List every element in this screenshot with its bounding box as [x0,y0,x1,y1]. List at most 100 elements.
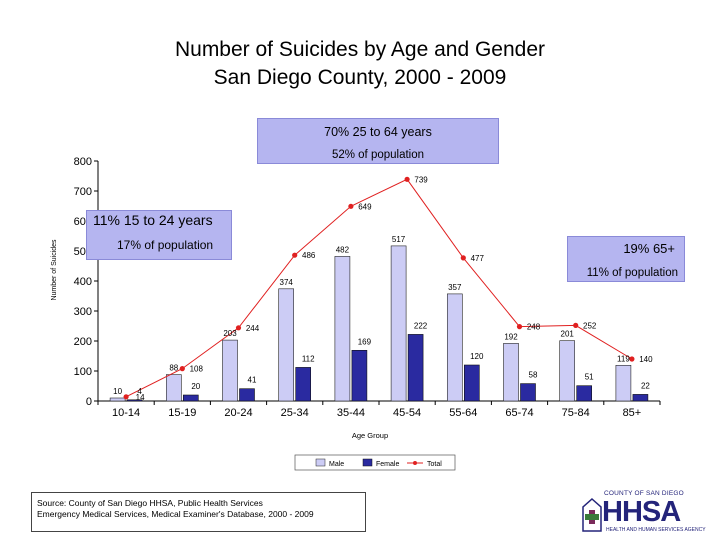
callout-25-64: 70% 25 to 64 years 52% of population [257,118,499,164]
male-value-label: 482 [336,245,350,254]
total-value-label: 477 [471,254,485,263]
female-bar [351,349,368,402]
female-bar [239,388,255,402]
female-value-label: 58 [529,371,538,380]
data-labels: 10 88 203 374 482 517 357 192 201 119 4 20 41 112 169 2… [113,175,653,401]
total-value-label: 108 [190,365,204,374]
male-bar [166,374,182,402]
male-bars [109,245,632,402]
female-bar [183,394,199,402]
legend-male-swatch [315,458,326,467]
chart-title-line1: Number of Suicides by Age and Gender [174,38,546,61]
total-point [179,366,185,372]
x-tick-label: 25-34 [281,407,309,419]
logo-subtitle: HEALTH AND HUMAN SERVICES AGENCY [606,527,706,533]
female-bars [126,334,649,402]
logo-agency: COUNTY OF SAN DIEGO [604,490,684,497]
hhsa-logo: COUNTY OF SAN DIEGO HHSA HEALTH AND HUMA… [580,490,710,534]
x-tick-label: 20-24 [224,407,252,419]
callout-65-plus-population: 11% of population [586,267,678,279]
chart-legend: Male Female Total [294,454,456,471]
total-value-label: 248 [527,323,541,332]
total-value-label: 140 [639,355,653,364]
male-bar [278,288,295,402]
total-point [348,203,354,209]
female-bar [463,364,480,402]
male-bar [222,339,238,402]
callout-15-24: 11% 15 to 24 years 17% of population [86,210,232,260]
total-point [123,394,129,400]
female-value-label: 222 [414,321,428,330]
y-tick-label: 100 [74,366,92,378]
chart-title-line2: San Diego County, 2000 - 2009 [213,66,507,89]
house-icon [582,498,602,532]
female-bar [295,367,312,402]
female-value-label: 4 [137,387,142,396]
total-value-label: 244 [246,324,260,333]
total-point [516,324,523,330]
male-value-label: 374 [280,278,294,287]
callout-15-24-population: 17% of population [117,238,214,252]
y-tick-label: 300 [74,306,92,318]
male-value-label: 119 [617,354,630,363]
y-axis-title: Number of Suicides [51,239,58,301]
total-series-line [125,178,633,398]
female-value-label: 22 [641,381,650,390]
female-bar [407,334,424,402]
female-value-label: 169 [358,337,372,346]
x-tick-label: 85+ [623,407,642,419]
total-point [629,356,635,362]
female-bar [632,394,649,402]
male-bar [503,343,519,402]
x-tick-label: 45-54 [393,407,421,419]
x-tick-label: 10-14 [112,407,140,419]
x-tick-label: 55-64 [449,407,477,419]
female-value-label: 120 [470,352,484,361]
male-value-label: 201 [561,330,575,339]
legend-total-marker [413,461,417,465]
total-line [123,176,635,400]
male-bar [334,256,351,402]
male-value-label: 10 [113,387,122,396]
male-value-label: 203 [223,329,237,338]
male-value-label: 517 [392,235,406,244]
y-tick-label: 400 [74,276,92,288]
male-value-label: 88 [169,364,178,373]
total-value-label: 252 [583,321,597,330]
x-tick-label: 35-44 [337,407,365,419]
y-tick-label: 200 [74,336,92,348]
female-bar [520,383,536,402]
total-point [404,176,410,182]
x-tick-label: 75-84 [562,407,590,419]
male-value-label: 192 [504,332,518,341]
female-value-label: 112 [302,354,315,363]
male-bar [109,397,126,402]
total-value-label: 14 [136,393,145,402]
source-line2: Emergency Medical Services, Medical Exam… [37,509,314,519]
x-axis-title: Age Group [352,431,388,440]
source-line1: Source: County of San Diego HHSA, Public… [37,498,263,508]
female-value-label: 51 [585,373,594,382]
total-value-label: 649 [358,202,372,211]
x-tick-label: 15-19 [168,407,196,419]
total-value-label: 486 [302,251,316,260]
x-tick-label: 65-74 [505,407,533,419]
callout-25-64-share: 70% 25 to 64 years [324,125,432,139]
callout-65-plus: 19% 65+ 11% of population [567,236,685,282]
total-point [235,325,242,331]
female-bar [126,399,143,402]
legend-female-label: Female [376,461,399,468]
total-point [573,322,579,328]
male-bar [446,293,463,402]
logo-name: HHSA [602,496,681,528]
callout-65-plus-share: 19% 65+ [623,241,675,256]
male-bar [615,364,632,402]
legend-total-label: Total [427,461,442,468]
female-bar [576,385,593,402]
legend-box [294,454,456,471]
total-point [292,252,298,258]
y-tick-label: 0 [86,396,92,408]
male-value-label: 357 [448,283,462,292]
legend-female-swatch [362,458,373,467]
